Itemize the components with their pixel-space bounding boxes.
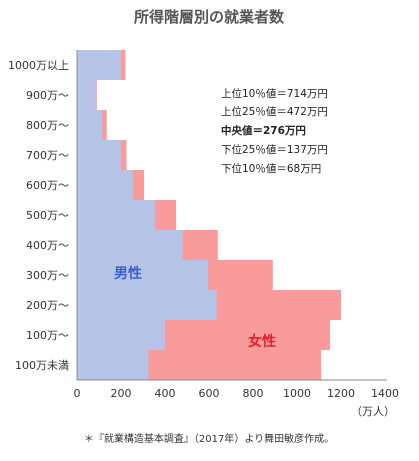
male-bar-2	[77, 110, 103, 140]
stat-bottom25: 下位25％値＝137万円	[221, 143, 328, 156]
male-bar-4	[77, 170, 134, 200]
stat-bottom10: 下位10％値＝68万円	[221, 162, 321, 175]
x-tick-label-0: 0	[74, 387, 81, 400]
y-tick-label-0: 1000万以上	[8, 59, 69, 72]
male-bar-1	[77, 80, 96, 110]
male-bar-9	[77, 320, 165, 350]
y-tick-label-5: 500万〜	[26, 209, 69, 222]
x-axis-tick-labels: 0 200 400 600 800 1000 1200 1400	[74, 387, 400, 400]
male-bar-3	[77, 140, 121, 170]
x-tick-label-4: 800	[243, 387, 264, 400]
y-tick-label-10: 100万未満	[15, 359, 69, 372]
x-tick-label-2: 400	[155, 387, 176, 400]
x-tick-label-6: 1200	[327, 387, 355, 400]
stat-top10: 上位10％値＝714万円	[221, 87, 328, 100]
y-tick-label-4: 600万〜	[26, 179, 69, 192]
y-axis-tick-labels: 1000万以上 900万〜 800万〜 700万〜 600万〜 500万〜 400万〜 300…	[8, 59, 69, 372]
stats-annotations: 上位10％値＝714万円 上位25％値＝472万円 中央値＝276万円 下位25…	[221, 87, 328, 175]
y-tick-label-7: 300万〜	[26, 269, 69, 282]
male-bar-0	[77, 50, 121, 80]
male-bars	[77, 50, 217, 380]
x-tick-label-5: 1000	[283, 387, 311, 400]
y-tick-label-6: 400万〜	[26, 239, 69, 252]
male-bar-6	[77, 230, 183, 260]
stat-median: 中央値＝276万円	[221, 124, 306, 137]
stat-top25: 上位25％値＝472万円	[221, 105, 328, 118]
male-bar-5	[77, 200, 156, 230]
chart-title: 所得階層別の就業者数	[134, 8, 285, 26]
x-tick-label-7: 1400	[371, 387, 399, 400]
x-tick-label-3: 600	[199, 387, 220, 400]
male-bar-7	[77, 260, 208, 290]
x-tick-label-1: 200	[111, 387, 132, 400]
x-axis-unit-label: （万人）	[351, 405, 395, 418]
series-label-male: 男性	[114, 265, 142, 282]
y-tick-label-1: 900万〜	[26, 89, 69, 102]
series-label-female: 女性	[248, 333, 276, 350]
male-bar-10	[77, 350, 149, 380]
y-tick-label-9: 100万〜	[26, 329, 69, 342]
y-tick-label-3: 700万〜	[26, 149, 69, 162]
y-tick-label-8: 200万〜	[26, 299, 69, 312]
y-tick-label-2: 800万〜	[26, 119, 69, 132]
male-bar-8	[77, 290, 217, 320]
footnote: ＊『就業構造基本調査』（2017年）より舞田敏彦作成。	[84, 432, 334, 445]
